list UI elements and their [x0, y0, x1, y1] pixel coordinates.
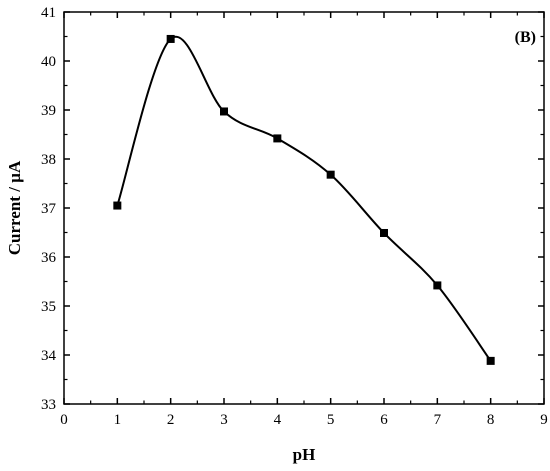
data-point-marker: [486, 356, 495, 365]
x-tick-label: 0: [60, 412, 68, 428]
y-tick-label: 35: [41, 299, 56, 315]
x-tick-label: 8: [487, 412, 495, 428]
y-tick-label: 41: [41, 5, 56, 21]
x-tick-label: 2: [167, 412, 175, 428]
data-point-marker: [273, 134, 282, 143]
x-tick-label: 1: [114, 412, 122, 428]
x-tick-label: 3: [220, 412, 228, 428]
y-tick-label: 37: [41, 201, 57, 217]
x-tick-label: 7: [434, 412, 442, 428]
data-point-marker: [113, 201, 122, 210]
data-markers: [113, 34, 495, 365]
y-tick-label: 39: [41, 103, 56, 119]
y-tick-label: 36: [41, 250, 57, 266]
y-tick-label: 40: [41, 54, 56, 70]
data-point-marker: [326, 170, 335, 179]
plot-frame: [63, 11, 545, 405]
y-tick-label: 38: [41, 152, 56, 168]
y-tick-label: 34: [41, 348, 57, 364]
x-tick-label: 5: [327, 412, 335, 428]
x-tick-label: 6: [380, 412, 388, 428]
data-point-marker: [433, 281, 442, 290]
y-axis-title: Current / µA: [5, 160, 24, 255]
data-point-marker: [220, 107, 228, 116]
data-point-marker: [166, 34, 175, 43]
y-tick-label: 33: [41, 397, 56, 413]
x-tick-label: 4: [274, 412, 282, 428]
data-point-marker: [380, 228, 388, 237]
series-line: [116, 35, 492, 362]
x-tick-label: 9: [540, 412, 548, 428]
x-axis-title: pH: [293, 445, 316, 464]
panel-label: (B): [515, 29, 536, 46]
